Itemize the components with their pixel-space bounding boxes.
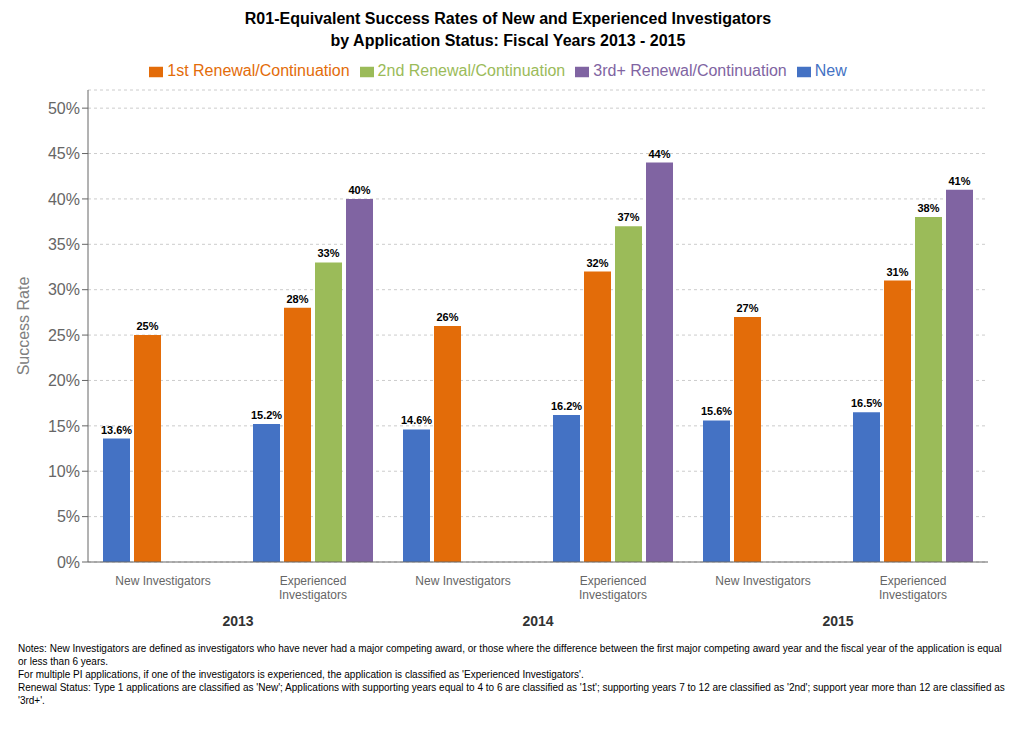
svg-text:33%: 33% — [317, 247, 339, 259]
svg-text:32%: 32% — [586, 257, 608, 269]
svg-text:16.5%: 16.5% — [851, 397, 882, 409]
svg-text:25%: 25% — [136, 320, 158, 332]
svg-text:45%: 45% — [48, 145, 80, 162]
svg-text:New Investigators: New Investigators — [115, 574, 210, 588]
html-text:For multiple PI applications,: For multiple PI applications, if one of … — [18, 669, 584, 680]
html-text:Renewal Status: Type 1 applica: Renewal Status: Type 1 applications are … — [18, 682, 1005, 706]
svg-text:28%: 28% — [286, 293, 308, 305]
svg-text:14.6%: 14.6% — [401, 414, 432, 426]
svg-text:2014: 2014 — [522, 613, 553, 629]
html-text:3rd+ Renewal/Continuation: 3rd+ Renewal/Continuation — [593, 62, 787, 79]
html-text:Notes: New Investigators are d: Notes: New Investigators are defined as … — [18, 643, 1002, 667]
svg-text:15.6%: 15.6% — [701, 405, 732, 417]
svg-text:2013: 2013 — [222, 613, 253, 629]
svg-text:13.6%: 13.6% — [101, 424, 132, 436]
html-text:R01-Equivalent Success Rates o: R01-Equivalent Success Rates of New and … — [244, 10, 772, 27]
svg-text:Success Rate: Success Rate — [15, 277, 32, 376]
svg-text:44%: 44% — [648, 148, 670, 160]
svg-text:26%: 26% — [436, 311, 458, 323]
svg-text:15.2%: 15.2% — [251, 409, 282, 421]
svg-text:37%: 37% — [617, 211, 639, 223]
html-text:2nd Renewal/Continuation: 2nd Renewal/Continuation — [377, 62, 566, 79]
svg-text:20%: 20% — [48, 372, 80, 389]
svg-text:31%: 31% — [886, 266, 908, 278]
svg-text:35%: 35% — [48, 236, 80, 253]
svg-text:40%: 40% — [348, 184, 370, 196]
svg-text:50%: 50% — [48, 100, 80, 117]
svg-text:15%: 15% — [48, 418, 80, 435]
svg-text:0%: 0% — [57, 554, 80, 571]
svg-text:25%: 25% — [48, 327, 80, 344]
html-text:New: New — [814, 62, 847, 79]
html-text:1st Renewal/Continuation: 1st Renewal/Continuation — [167, 62, 350, 79]
svg-text:5%: 5% — [57, 508, 80, 525]
svg-text:30%: 30% — [48, 281, 80, 298]
svg-text:New Investigators: New Investigators — [415, 574, 510, 588]
svg-text:38%: 38% — [917, 202, 939, 214]
svg-text:40%: 40% — [48, 191, 80, 208]
svg-text:2015: 2015 — [822, 613, 853, 629]
svg-text:41%: 41% — [948, 175, 970, 187]
svg-text:ExperiencedInvestigators: ExperiencedInvestigators — [879, 574, 947, 602]
html-text:by Application Status: Fiscal: by Application Status: Fiscal Years 2013… — [330, 32, 686, 49]
svg-text:ExperiencedInvestigators: ExperiencedInvestigators — [279, 574, 347, 602]
svg-text:10%: 10% — [48, 463, 80, 480]
svg-text:New Investigators: New Investigators — [715, 574, 810, 588]
svg-text:16.2%: 16.2% — [551, 400, 582, 412]
svg-text:ExperiencedInvestigators: ExperiencedInvestigators — [579, 574, 647, 602]
svg-text:27%: 27% — [736, 302, 758, 314]
